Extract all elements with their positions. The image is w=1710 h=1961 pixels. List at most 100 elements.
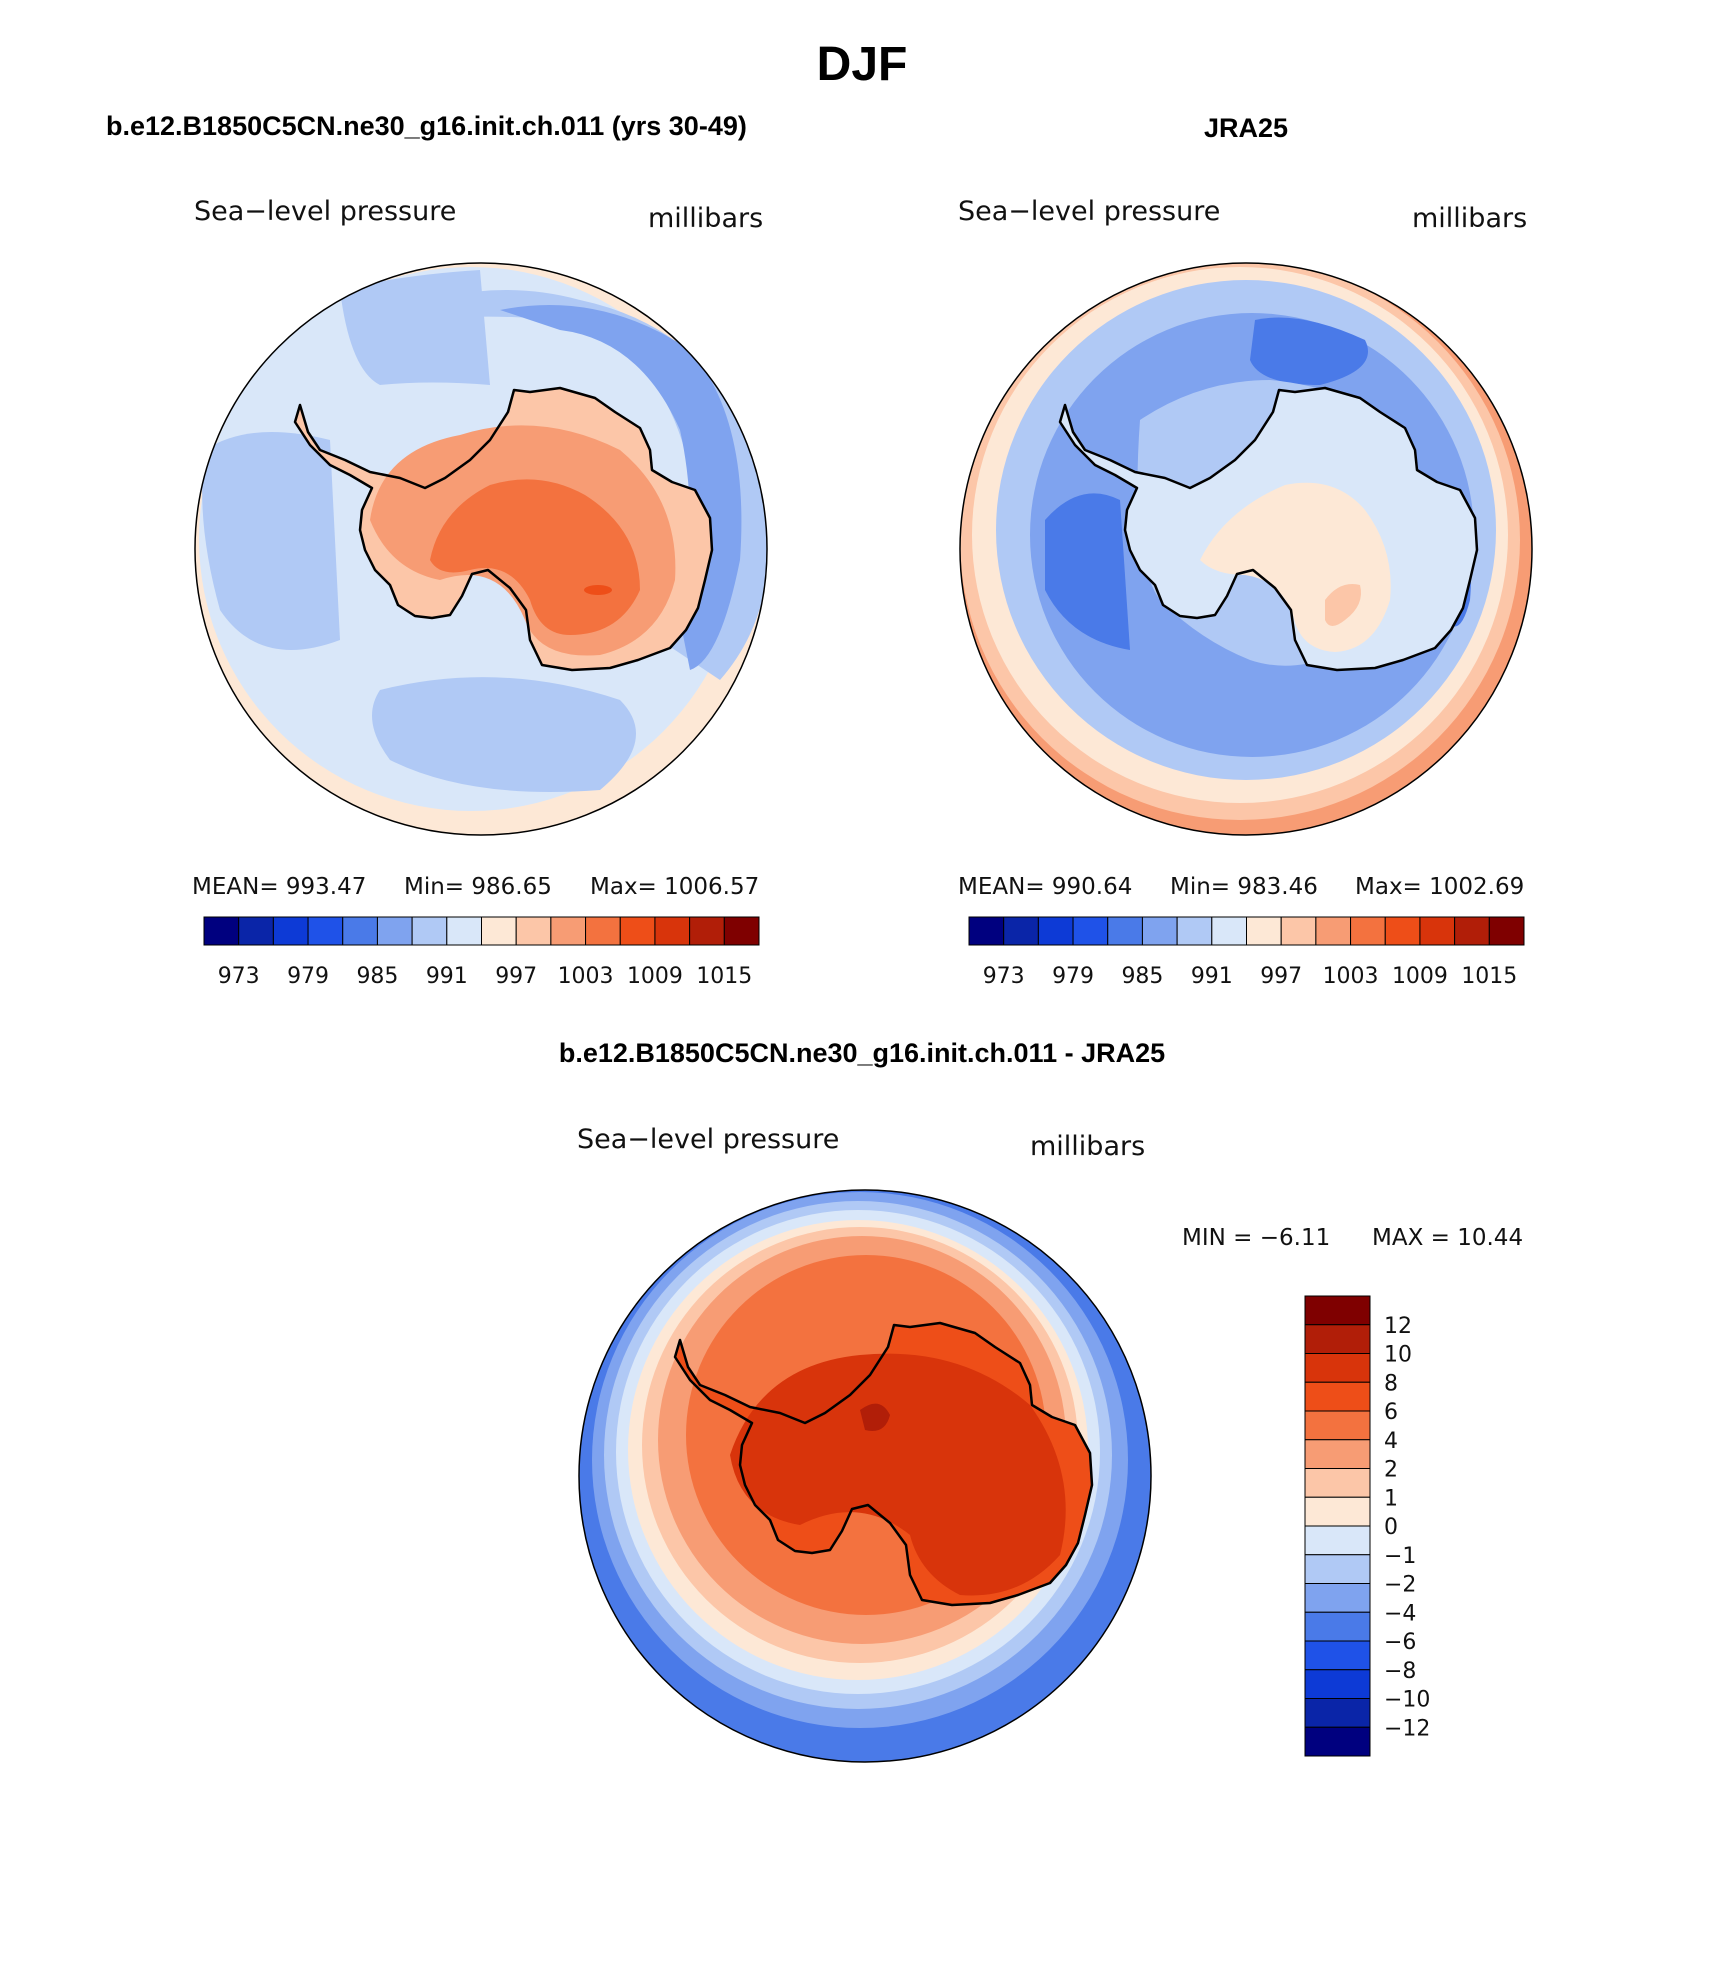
panel-obs-colorbar-box — [1384, 916, 1421, 946]
panel-diff-colorbar-tick-label: −6 — [1384, 1630, 1416, 1655]
panel-model-colorbar-tick-label: 1003 — [558, 964, 614, 989]
panel-diff-colorbar-box — [1304, 1410, 1371, 1441]
panel-obs-colorbar-box — [1454, 916, 1490, 946]
panel-model-max: Max= 1006.57 — [590, 874, 759, 900]
panel-model-mean: MEAN= 993.47 — [192, 874, 366, 900]
panel-obs-colorbar-tick-label: 1003 — [1323, 964, 1379, 989]
panel-diff-colorbar-box — [1304, 1726, 1371, 1757]
panel-obs-field-label: Sea−level pressure — [958, 196, 1220, 227]
panel-diff-colorbar-box — [1304, 1669, 1371, 1699]
panel-obs-colorbar-box — [1246, 916, 1282, 946]
panel-diff: b.e12.B1850C5CN.ne30_g16.init.ch.011 - J… — [559, 1038, 1523, 1763]
panel-obs-colorbar-box — [1176, 916, 1213, 946]
panel-obs-colorbar-box — [1107, 916, 1143, 946]
panel-diff-colorbar-box — [1304, 1554, 1371, 1584]
panel-obs: JRA25 Sea−level pressure millibars MEAN=… — [958, 113, 1533, 989]
panel-obs-colorbar-tick-label: 1015 — [1461, 964, 1517, 989]
panel-obs-colorbar-box — [1280, 916, 1317, 946]
panel-obs-min: Min= 983.46 — [1170, 874, 1318, 900]
panel-diff-colorbar-tick-label: −4 — [1384, 1601, 1416, 1626]
panel-model-colorbar-box — [619, 916, 656, 946]
panel-model-colorbar-tick-label: 1015 — [696, 964, 752, 989]
panel-diff-colorbar-tick-label: −10 — [1384, 1688, 1430, 1713]
panel-diff-colorbar-box — [1304, 1353, 1371, 1383]
panel-model-colorbar-box — [238, 916, 274, 946]
panel-obs-colorbar-tick-label: 973 — [983, 964, 1025, 989]
panel-model-field-label: Sea−level pressure — [194, 196, 456, 227]
panel-model-units-label: millibars — [648, 203, 763, 234]
panel-diff-colorbar-box — [1304, 1611, 1371, 1642]
panel-obs-units-label: millibars — [1412, 203, 1527, 234]
panel-model-colorbar-box — [342, 916, 378, 946]
panel-model-colorbar-tick-label: 1009 — [627, 964, 683, 989]
panel-obs-colorbar-tick-label: 997 — [1260, 964, 1302, 989]
panel-obs-colorbar-box — [1037, 916, 1074, 946]
panel-diff-colorbar-box — [1304, 1439, 1371, 1469]
panel-model-colorbar-box — [585, 916, 621, 946]
panel-diff-colorbar-box — [1304, 1698, 1371, 1728]
panel-diff-colorbar-tick-label: 4 — [1384, 1429, 1398, 1454]
panel-obs-map — [960, 263, 1532, 835]
panel-diff-colorbar-box — [1304, 1468, 1371, 1498]
panel-diff-colorbar-tick-label: −8 — [1384, 1659, 1416, 1684]
panel-model-colorbar-box — [550, 916, 587, 946]
panel-model-min: Min= 986.65 — [404, 874, 552, 900]
panel-obs-colorbar-box — [1072, 916, 1109, 946]
panel-model-colorbar-box — [307, 916, 344, 946]
panel-obs-colorbar-box — [1141, 916, 1178, 946]
panel-diff-colorbar-tick-label: 2 — [1384, 1458, 1398, 1483]
panel-obs-colorbar-box — [1350, 916, 1386, 946]
panel-diff-colorbar-box — [1304, 1640, 1371, 1671]
panel-model-map — [195, 263, 767, 835]
panel-model-colorbar-box — [689, 916, 725, 946]
panel-obs-colorbar-box — [968, 916, 1005, 946]
panel-diff-colorbar-tick-label: 12 — [1384, 1314, 1412, 1339]
panel-diff-colorbar-tick-label: 8 — [1384, 1371, 1398, 1396]
panel-obs-colorbar-tick-label: 985 — [1121, 964, 1163, 989]
panel-obs-colorbar-box — [1488, 916, 1525, 946]
panel-model-colorbar — [203, 916, 760, 946]
panel-diff-colorbar-box — [1304, 1324, 1371, 1354]
panel-model-colorbar-box — [446, 916, 482, 946]
panel-obs-colorbar-box — [1211, 916, 1247, 946]
panel-model-colorbar-labels: 973 979 985 991 997 1003 1009 1015 — [218, 964, 753, 989]
panel-model-colorbar-box — [203, 916, 240, 946]
panel-model-colorbar-box — [411, 916, 448, 946]
panel-model-colorbar-box — [376, 916, 413, 946]
panel-obs-colorbar-labels: 973 979 985 991 997 1003 1009 1015 — [983, 964, 1518, 989]
panel-model-title: b.e12.B1850C5CN.ne30_g16.init.ch.011 (yr… — [106, 111, 747, 141]
panel-obs-title: JRA25 — [1204, 113, 1288, 143]
panel-model-colorbar-tick-label: 991 — [426, 964, 468, 989]
panel-model-colorbar-box — [515, 916, 552, 946]
panel-model: b.e12.B1850C5CN.ne30_g16.init.ch.011 (yr… — [106, 111, 768, 989]
panel-diff-colorbar — [1304, 1295, 1371, 1757]
panel-obs-colorbar-tick-label: 979 — [1052, 964, 1094, 989]
panel-diff-field-label: Sea−level pressure — [577, 1124, 839, 1155]
panel-diff-colorbar-tick-label: −2 — [1384, 1573, 1416, 1598]
panel-model-colorbar-tick-label: 997 — [495, 964, 537, 989]
panel-diff-colorbar-tick-label: 0 — [1384, 1515, 1398, 1540]
panel-model-colorbar-box — [723, 916, 760, 946]
panel-diff-colorbar-box — [1304, 1295, 1371, 1326]
panel-obs-colorbar-tick-label: 1009 — [1392, 964, 1448, 989]
panel-model-colorbar-box — [481, 916, 517, 946]
panel-model-colorbar-box — [272, 916, 309, 946]
panel-diff-colorbar-tick-label: 6 — [1384, 1400, 1398, 1425]
panel-obs-max: Max= 1002.69 — [1355, 874, 1524, 900]
panel-diff-colorbar-tick-label: −12 — [1384, 1716, 1430, 1741]
panel-diff-title: b.e12.B1850C5CN.ne30_g16.init.ch.011 - J… — [559, 1038, 1165, 1068]
panel-diff-max: MAX = 10.44 — [1372, 1225, 1523, 1251]
panel-obs-colorbar-box — [1003, 916, 1039, 946]
panel-diff-colorbar-tick-label: 10 — [1384, 1343, 1412, 1368]
panel-diff-map — [579, 1190, 1151, 1762]
panel-diff-colorbar-box — [1304, 1381, 1371, 1412]
panel-model-colorbar-tick-label: 973 — [218, 964, 260, 989]
panel-obs-colorbar-box — [1315, 916, 1352, 946]
panel-model-colorbar-tick-label: 979 — [287, 964, 329, 989]
panel-obs-colorbar — [968, 916, 1525, 946]
panel-diff-min: MIN = −6.11 — [1182, 1225, 1330, 1251]
panel-diff-colorbar-box — [1304, 1525, 1371, 1556]
panel-obs-colorbar-tick-label: 991 — [1191, 964, 1233, 989]
panel-diff-colorbar-tick-label: −1 — [1384, 1544, 1416, 1569]
